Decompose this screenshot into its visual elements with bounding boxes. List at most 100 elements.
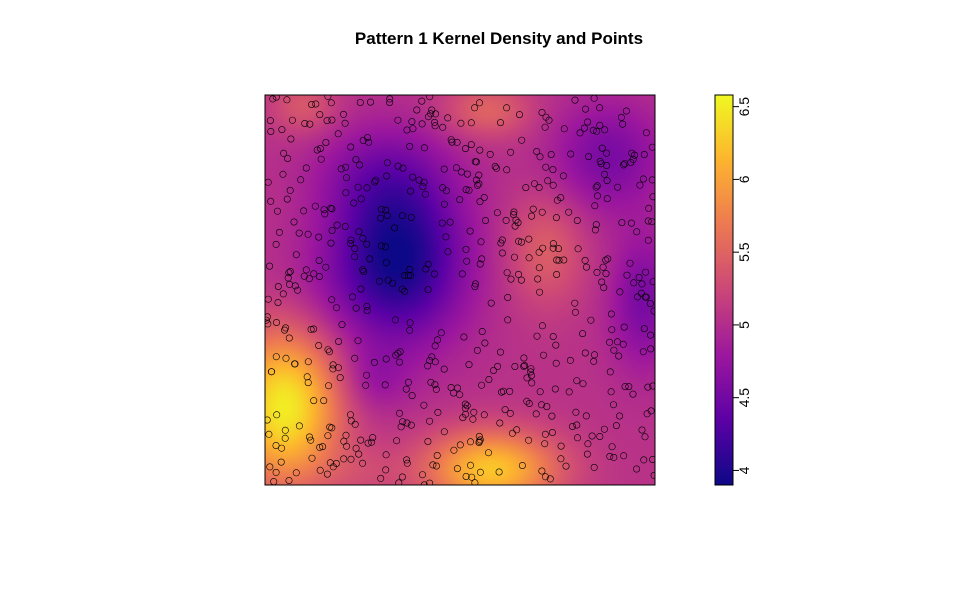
data-point bbox=[644, 217, 652, 225]
data-point bbox=[386, 95, 394, 103]
data-point bbox=[493, 164, 501, 172]
data-point bbox=[272, 318, 280, 326]
data-point bbox=[350, 199, 358, 207]
data-point bbox=[328, 227, 336, 235]
data-point bbox=[453, 465, 461, 473]
data-point bbox=[433, 451, 441, 459]
data-point bbox=[398, 473, 406, 481]
data-point bbox=[420, 401, 428, 409]
data-point bbox=[320, 397, 328, 405]
data-point bbox=[475, 180, 483, 188]
data-point bbox=[408, 118, 416, 126]
data-point bbox=[525, 254, 533, 262]
data-point bbox=[620, 323, 628, 331]
data-point bbox=[342, 174, 350, 182]
data-point bbox=[565, 388, 573, 396]
data-point bbox=[520, 354, 528, 362]
data-point bbox=[326, 459, 334, 467]
data-point bbox=[395, 358, 403, 366]
data-point bbox=[496, 419, 504, 427]
data-point bbox=[528, 379, 536, 387]
data-point bbox=[272, 441, 280, 449]
data-point bbox=[476, 146, 484, 154]
data-point bbox=[471, 158, 479, 166]
data-point bbox=[604, 255, 612, 263]
density-heatmap bbox=[265, 95, 655, 485]
data-point bbox=[430, 270, 438, 278]
data-point bbox=[351, 253, 359, 261]
data-point bbox=[300, 207, 308, 215]
data-point bbox=[426, 417, 434, 425]
data-point bbox=[514, 270, 522, 278]
data-point bbox=[332, 304, 340, 312]
data-point bbox=[574, 245, 582, 253]
data-point bbox=[426, 479, 434, 485]
data-point bbox=[573, 421, 581, 429]
data-point bbox=[537, 401, 545, 409]
data-point bbox=[364, 439, 372, 447]
data-point bbox=[534, 275, 542, 283]
data-point bbox=[310, 397, 318, 405]
data-point bbox=[539, 244, 547, 252]
data-point bbox=[325, 382, 333, 390]
data-point bbox=[549, 166, 557, 174]
data-point bbox=[347, 143, 355, 151]
data-point bbox=[347, 240, 355, 248]
data-point bbox=[371, 178, 379, 186]
data-point bbox=[363, 240, 371, 248]
data-point bbox=[571, 96, 579, 104]
data-point bbox=[503, 104, 511, 112]
data-point bbox=[638, 426, 646, 434]
data-point bbox=[608, 443, 616, 451]
data-point bbox=[351, 420, 359, 428]
data-point bbox=[406, 326, 414, 334]
data-point bbox=[265, 430, 273, 438]
data-point bbox=[398, 212, 406, 220]
data-point bbox=[272, 240, 280, 248]
data-point bbox=[366, 98, 374, 106]
data-point bbox=[602, 149, 610, 157]
data-point bbox=[585, 153, 593, 161]
data-point bbox=[283, 96, 291, 104]
data-point bbox=[600, 425, 608, 433]
data-point bbox=[265, 313, 271, 321]
data-point bbox=[444, 248, 452, 256]
data-point bbox=[440, 428, 448, 436]
data-point bbox=[612, 422, 620, 430]
data-point bbox=[572, 408, 580, 416]
data-point bbox=[593, 268, 601, 276]
data-point bbox=[315, 341, 323, 349]
data-point bbox=[317, 155, 325, 163]
data-point bbox=[375, 277, 383, 285]
data-point bbox=[473, 346, 481, 354]
data-point bbox=[284, 274, 292, 282]
data-point bbox=[383, 159, 391, 167]
data-point bbox=[426, 356, 434, 364]
data-point bbox=[308, 454, 316, 462]
data-point bbox=[601, 126, 609, 134]
data-point bbox=[581, 105, 589, 113]
data-point bbox=[517, 276, 525, 284]
data-point bbox=[305, 275, 313, 283]
data-point bbox=[535, 248, 543, 256]
data-point bbox=[274, 298, 282, 306]
data-point bbox=[602, 270, 610, 278]
data-point bbox=[284, 155, 292, 163]
data-point bbox=[642, 268, 650, 276]
data-point bbox=[281, 434, 289, 442]
data-point bbox=[546, 475, 554, 483]
data-point bbox=[529, 205, 537, 213]
data-point bbox=[511, 362, 519, 370]
data-point bbox=[327, 204, 335, 212]
data-point bbox=[402, 385, 410, 393]
data-point bbox=[567, 150, 575, 158]
data-point bbox=[302, 266, 310, 274]
data-point bbox=[381, 381, 389, 389]
colorbar-tick-label: 4 bbox=[736, 466, 752, 474]
data-point bbox=[316, 111, 324, 119]
data-point bbox=[620, 161, 628, 169]
data-point bbox=[466, 438, 474, 446]
data-point bbox=[462, 410, 470, 418]
data-point bbox=[396, 348, 404, 356]
data-point bbox=[315, 272, 323, 280]
